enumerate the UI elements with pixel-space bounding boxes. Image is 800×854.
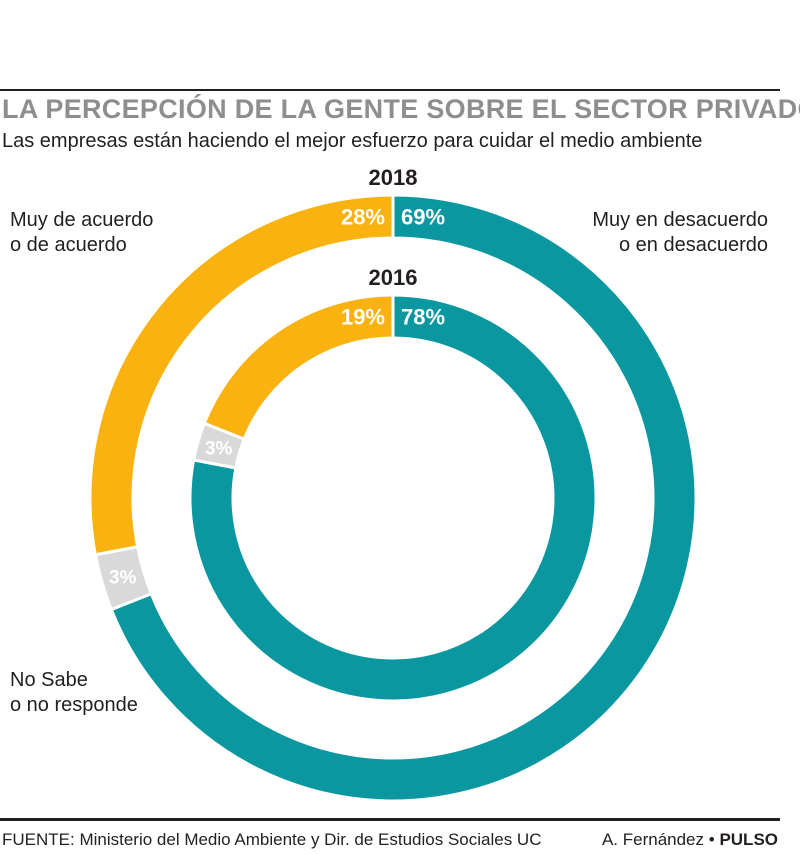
value-label-2018-nosabe: 3% xyxy=(109,568,137,589)
legend-label-nosabe-line1: No Sabe xyxy=(10,669,88,691)
legend-label-disagree-line1: Muy en desacuerdo xyxy=(592,209,768,231)
value-label-2016-disagree: 78% xyxy=(401,305,445,330)
legend-label-nosabe: No Sabe o no responde xyxy=(10,668,138,718)
slice-2018-disagree xyxy=(109,193,698,803)
legend-label-agree-line1: Muy de acuerdo xyxy=(10,209,154,231)
legend-label-disagree-line2: o en desacuerdo xyxy=(618,234,768,256)
legend-label-agree: Muy de acuerdo o de acuerdo xyxy=(10,208,153,258)
legend-label-agree-line2: o de acuerdo xyxy=(10,234,127,256)
credit-brand: PULSO xyxy=(719,830,778,849)
slice-2016-agree xyxy=(202,293,395,442)
source-note: FUENTE: Ministerio del Medio Ambiente y … xyxy=(2,830,542,849)
legend-label-nosabe-line2: o no responde xyxy=(10,694,138,716)
value-label-2016-agree: 19% xyxy=(341,305,385,330)
value-label-2018-agree: 28% xyxy=(341,205,385,230)
legend-label-disagree: Muy en desacuerdo o en desacuerdo xyxy=(592,208,768,258)
top-rule xyxy=(0,89,780,91)
slice-2018-agree xyxy=(88,193,395,557)
bottom-rule xyxy=(0,818,780,821)
value-label-2018-disagree: 69% xyxy=(401,205,445,230)
slice-2016-disagree xyxy=(188,293,598,703)
chart-title: LA PERCEPCIÓN DE LA GENTE SOBRE EL SECTO… xyxy=(2,94,800,124)
year-label-2018: 2018 xyxy=(369,165,418,190)
credit: A. Fernández • PULSO xyxy=(602,830,778,850)
credit-author: A. Fernández xyxy=(601,830,705,849)
year-label-2016: 2016 xyxy=(369,265,418,290)
credit-separator: • xyxy=(708,830,715,849)
value-label-2016-nosabe: 3% xyxy=(205,438,233,459)
chart-subtitle: Las empresas están haciendo el mejor esf… xyxy=(2,130,703,152)
